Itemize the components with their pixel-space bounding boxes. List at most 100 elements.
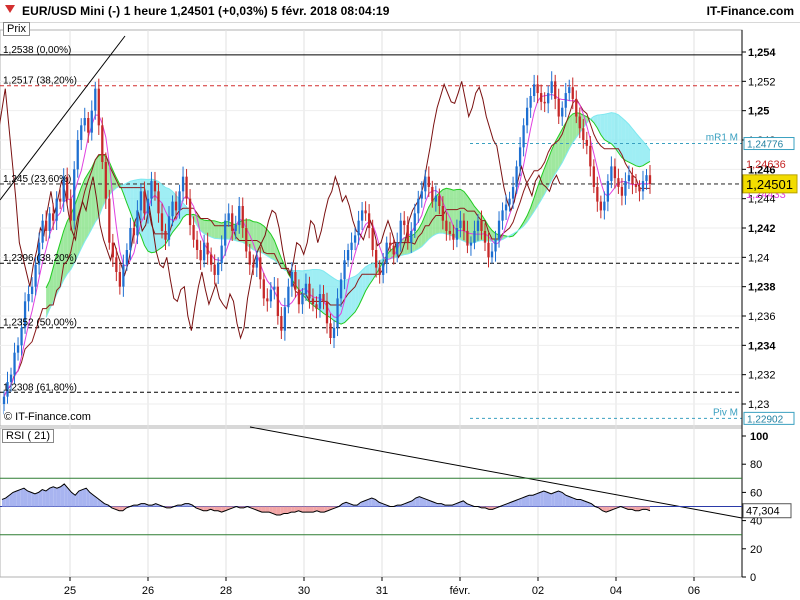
rsi-tick-label: 80 [750, 459, 762, 471]
candle-body [350, 242, 353, 250]
time-tick-label: 30 [298, 585, 310, 597]
candle-body [357, 220, 360, 236]
candle-body [23, 301, 27, 328]
rsi-fill-segment [5, 495, 10, 507]
candle-body [48, 213, 51, 231]
candle-body [529, 96, 532, 108]
rsi-fill-segment [302, 506, 306, 513]
candle-body [476, 220, 480, 231]
senkou-span-a-line [45, 112, 651, 325]
rsi-tick-label: 60 [750, 487, 762, 499]
rsi-fill-segment [287, 506, 292, 514]
price-tick-label: 1,242 [748, 223, 776, 235]
cloud-segment [628, 124, 633, 164]
cloud-segment [449, 189, 454, 237]
candle-body [494, 239, 497, 252]
candle-body [469, 242, 473, 246]
candle-body [37, 242, 41, 265]
candle-body [111, 242, 114, 258]
candle-body [76, 140, 79, 170]
candle-body [599, 201, 602, 211]
rsi-fill-segment [540, 490, 544, 507]
cloud-segment [460, 189, 464, 242]
rsi-fill-segment [305, 506, 310, 513]
candle-body [150, 181, 153, 199]
rsi-fill-segment [375, 499, 380, 507]
rsi-fill-segment [558, 490, 563, 507]
cloud-segment [77, 187, 82, 256]
time-tick-label: 28 [220, 585, 232, 597]
candle-body [564, 93, 567, 108]
cloud-segment [432, 196, 436, 237]
candle-body [466, 230, 469, 246]
cloud-segment [572, 112, 577, 143]
cloud-segment [218, 221, 222, 240]
candle-body [115, 257, 118, 272]
candle-body [125, 250, 129, 265]
candle-body [431, 186, 434, 202]
rsi-fill-segment [536, 492, 541, 507]
price-panel-label[interactable]: Prix [3, 22, 30, 36]
candle-body [501, 210, 504, 221]
candle-body [66, 176, 69, 199]
time-tick-label: 31 [376, 585, 388, 597]
rsi-fill-segment [261, 506, 266, 513]
candle-body [483, 230, 487, 243]
candle-body [375, 250, 378, 268]
candle-body [52, 213, 55, 221]
cloud-segment [355, 273, 359, 312]
candle-body [367, 213, 371, 228]
rsi-fill-segment [269, 506, 273, 514]
rsi-fill-segment [199, 506, 204, 511]
pivot-value-box [743, 137, 795, 151]
candle-body [13, 352, 16, 375]
rsi-fill-segment [45, 488, 50, 507]
candle-body [188, 198, 192, 226]
candle-body [273, 286, 276, 290]
candle-body [540, 93, 543, 102]
rsi-fill-segment [78, 489, 83, 507]
candle-body [504, 204, 508, 211]
candle-body [332, 327, 336, 338]
cloud-segment [263, 226, 268, 256]
rsi-fill-segment [543, 490, 548, 507]
candle-body [174, 201, 178, 211]
candle-body [241, 206, 244, 228]
instrument-arrow-icon [5, 5, 15, 13]
rsi-fill-segment [642, 506, 647, 510]
rsi-fill-segment [423, 498, 427, 507]
indicator-lines [0, 81, 651, 397]
candle-body [9, 374, 13, 382]
pivot-level-label: mR1 M [706, 133, 738, 144]
cloud-segment [418, 223, 422, 249]
candle-body [364, 210, 367, 214]
candle-body [550, 81, 553, 94]
candle-body [536, 84, 539, 94]
price-tick-label: 1,246 [748, 164, 776, 176]
candle-body [399, 220, 402, 243]
candle-body [624, 181, 627, 196]
candle-body [631, 175, 634, 184]
rsi-fill-segment [364, 499, 369, 507]
rsi-fill-segment [609, 506, 614, 511]
candle-body [34, 264, 37, 287]
horizontal-levels [0, 54, 742, 419]
candle-body [613, 166, 617, 179]
cloud-segment [569, 113, 573, 149]
candle-body [497, 220, 501, 240]
candle-body [610, 166, 613, 182]
time-tick-label: 04 [610, 585, 622, 597]
candle-body [259, 257, 262, 280]
candle-body [508, 198, 511, 205]
cloud-segment [565, 117, 570, 156]
candle-body [311, 298, 315, 305]
candle-body [441, 206, 445, 221]
pivot-value-box [743, 411, 795, 425]
candle-body [245, 228, 248, 252]
candle-body [195, 239, 199, 250]
rsi-panel-label[interactable]: RSI ( 21) [2, 429, 55, 443]
rsi-fill-segment [210, 506, 215, 511]
fibonacci-level-label: 1,2308 (61,80%) [3, 382, 77, 393]
cloud-segment [274, 240, 278, 264]
rsi-fill-segment [434, 502, 438, 507]
